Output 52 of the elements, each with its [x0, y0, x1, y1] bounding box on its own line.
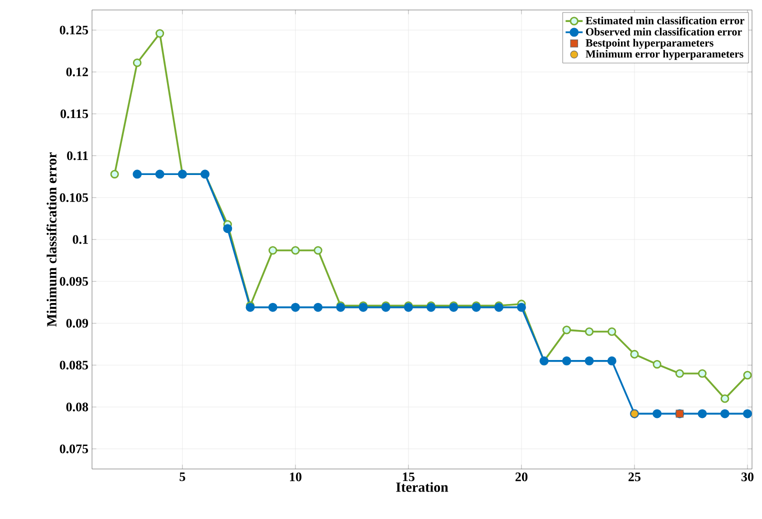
y-tick-label: 0.115: [60, 109, 88, 118]
point: [291, 246, 300, 255]
point: [630, 350, 639, 359]
point: [698, 409, 707, 418]
y-tick-label: 0.12: [66, 68, 88, 76]
point: [607, 356, 616, 366]
legend-label: Observed min classification error: [586, 28, 742, 36]
point: [584, 356, 594, 366]
point: [720, 409, 730, 418]
x-axis-title: Iteration: [396, 482, 448, 492]
point: [562, 326, 571, 334]
point: [562, 356, 572, 366]
point: [608, 327, 616, 336]
y-tick-label: 0.1: [72, 235, 88, 244]
point: [110, 170, 119, 178]
point: [584, 327, 594, 336]
point: [652, 409, 662, 418]
point: [314, 246, 322, 255]
y-tick-label: 0.085: [60, 360, 88, 370]
point: [290, 302, 300, 312]
point: [743, 370, 752, 380]
legend-label: Estimated min classification error: [586, 16, 744, 24]
point: [742, 409, 752, 418]
point: [223, 224, 232, 234]
point: [156, 29, 164, 38]
x-tick-label: 10: [290, 472, 302, 482]
point: [516, 302, 526, 312]
x-tick-label: 20: [516, 472, 528, 482]
y-axis-title: Minimum classification error: [46, 152, 57, 327]
x-tick-label: 25: [628, 472, 640, 482]
point: [720, 394, 730, 403]
y-tick-label: 0.095: [60, 276, 88, 286]
y-tick-label: 0.11: [67, 151, 88, 160]
y-tick-label: 0.08: [66, 402, 88, 412]
x-tick-label: 30: [742, 472, 754, 482]
point: [132, 58, 142, 68]
y-tick-label: 0.09: [66, 318, 88, 328]
point: [314, 302, 323, 312]
y-tick-label: 0.105: [60, 193, 88, 202]
legend-label: Minimum error hyperparameters: [586, 50, 744, 60]
point: [652, 360, 662, 369]
point: [268, 246, 278, 255]
point: [132, 170, 142, 179]
x-tick-label: 5: [180, 472, 186, 482]
y-tick-label: 0.125: [60, 26, 88, 34]
x-tick-label: 15: [403, 472, 414, 482]
point: [155, 170, 164, 179]
point: [268, 302, 278, 312]
y-tick-label: 0.075: [60, 444, 88, 454]
legend-label: Bestpoint hyperparameters: [586, 38, 714, 49]
point: [675, 369, 684, 378]
point: [698, 369, 707, 378]
